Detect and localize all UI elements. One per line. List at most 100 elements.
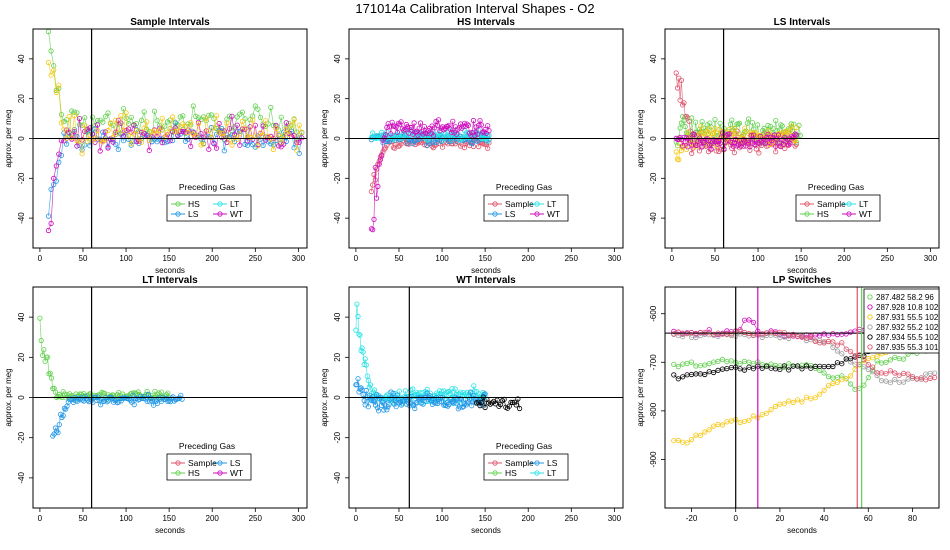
legend-box	[483, 194, 569, 222]
data-point	[79, 151, 85, 157]
data-point	[368, 188, 374, 195]
data-point	[821, 387, 827, 393]
legend-entry: LS	[230, 458, 241, 468]
legend-swatch-point	[534, 460, 540, 466]
data-point	[446, 388, 452, 395]
data-point	[688, 436, 695, 443]
data-point	[257, 114, 264, 120]
legend-swatch-point	[867, 334, 873, 340]
legend-entry: HS	[188, 468, 200, 478]
data-point	[373, 391, 380, 398]
plot-frame	[32, 286, 308, 509]
data-point	[781, 363, 787, 369]
data-point	[429, 123, 435, 129]
data-point	[76, 122, 83, 128]
data-point	[69, 108, 75, 114]
data-point	[144, 398, 150, 404]
data-point	[392, 398, 398, 404]
data-point	[157, 127, 163, 134]
data-point	[296, 139, 302, 145]
data-point	[698, 123, 704, 129]
data-point	[395, 120, 402, 126]
x-tick-label: 300	[292, 254, 306, 263]
data-point	[786, 367, 792, 373]
data-point	[688, 359, 695, 365]
legend-swatch-point	[534, 211, 540, 217]
plot-area	[349, 287, 623, 508]
data-point	[382, 132, 389, 138]
data-point	[803, 394, 810, 400]
data-point	[839, 361, 845, 367]
data-point	[53, 163, 59, 169]
data-point	[451, 400, 457, 406]
series-st	[45, 59, 305, 157]
data-point	[371, 171, 377, 178]
data-point	[447, 391, 453, 397]
series-ls	[50, 391, 185, 439]
data-point	[759, 365, 765, 371]
data-point	[74, 398, 81, 404]
data-point	[708, 146, 714, 152]
data-point	[262, 118, 269, 124]
data-point	[135, 389, 141, 395]
data-point	[450, 141, 456, 147]
data-point	[375, 408, 382, 414]
data-point	[139, 117, 145, 124]
data-point	[449, 385, 455, 392]
data-point	[402, 388, 409, 394]
data-point	[447, 132, 453, 138]
data-point	[48, 375, 55, 381]
data-point	[177, 124, 183, 130]
data-point	[170, 114, 176, 120]
data-point	[375, 183, 381, 190]
y-tick-label: -700	[649, 354, 658, 371]
data-point	[771, 132, 778, 138]
data-point	[883, 378, 889, 384]
data-point	[356, 331, 362, 337]
x-tick-label: 150	[162, 254, 176, 263]
data-point	[680, 143, 686, 149]
data-point	[376, 135, 382, 141]
data-point	[420, 131, 426, 137]
data-point	[752, 129, 758, 136]
data-point	[57, 411, 64, 417]
x-tick-label: 0	[38, 254, 43, 263]
data-point	[203, 128, 209, 134]
data-point	[773, 149, 779, 155]
data-point	[257, 130, 264, 136]
y-tick-label: -800	[649, 402, 658, 419]
data-point	[97, 136, 103, 142]
data-point	[286, 131, 292, 137]
data-point	[474, 131, 480, 137]
data-point	[706, 427, 712, 433]
data-point	[107, 120, 114, 126]
legend-entry: 287.482 58.2 96	[876, 293, 934, 302]
data-point	[394, 129, 400, 135]
data-point	[180, 128, 186, 135]
data-point	[673, 70, 679, 76]
y-tick-label: 0	[649, 136, 658, 141]
legend-swatch-point	[534, 201, 540, 207]
data-point	[746, 317, 752, 323]
data-point	[45, 227, 52, 234]
x-tick-label: 200	[522, 254, 536, 263]
plot-area	[33, 29, 307, 248]
data-point	[52, 389, 59, 395]
data-point	[384, 407, 390, 413]
data-point	[402, 126, 408, 132]
data-point	[206, 112, 212, 118]
x-tick-label: 0	[733, 514, 738, 523]
data-point	[51, 67, 57, 73]
data-point	[742, 125, 748, 131]
data-point	[918, 375, 924, 381]
data-point	[242, 116, 248, 122]
data-point	[749, 120, 756, 126]
data-point	[772, 403, 779, 409]
data-point	[883, 359, 889, 365]
data-point	[799, 399, 805, 405]
data-point	[478, 122, 484, 128]
data-point	[470, 143, 477, 150]
panel-title: LP Switches	[773, 275, 832, 286]
data-point	[224, 120, 230, 126]
